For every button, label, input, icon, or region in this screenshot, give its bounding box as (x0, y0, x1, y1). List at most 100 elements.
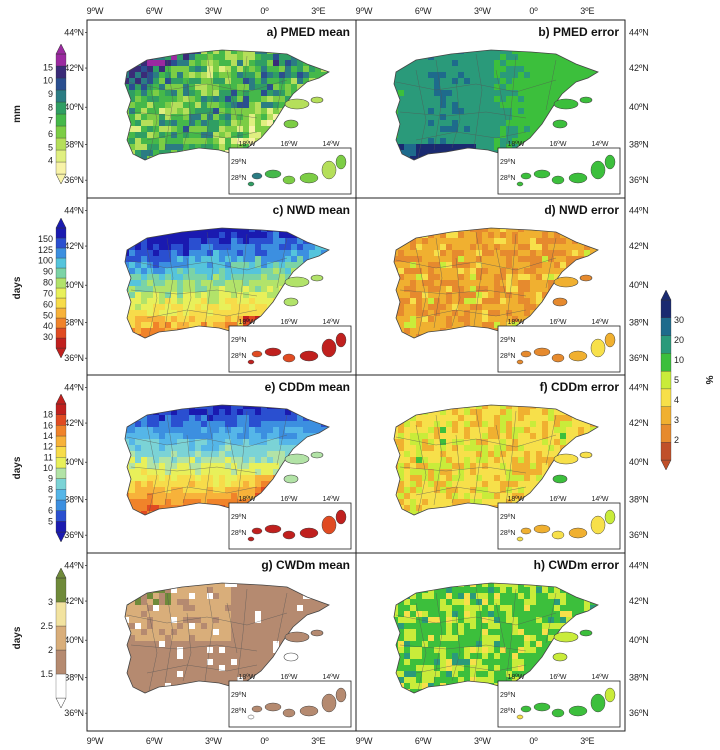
map-cell (183, 292, 190, 299)
inset-lat-tick: 29ºN (231, 514, 246, 521)
map-cell (536, 90, 543, 97)
map-cell (165, 439, 172, 446)
inset-lon-tick: 16ºW (281, 319, 298, 326)
canary-island (568, 172, 588, 184)
map-cell (261, 421, 268, 428)
map-cell (261, 481, 268, 488)
map-cell (129, 316, 136, 323)
map-cell (410, 292, 417, 299)
map-cell (398, 316, 405, 323)
map-cell (394, 262, 399, 269)
map-cell (189, 445, 196, 452)
map-cell (548, 54, 555, 61)
map-cell (129, 90, 136, 97)
map-cell (554, 244, 561, 251)
map-cell (464, 409, 471, 416)
map-cell (482, 244, 489, 251)
map-cell (428, 487, 435, 494)
map-cell (488, 421, 495, 428)
map-cell (213, 481, 220, 488)
map-cell (249, 238, 256, 245)
map-cell (542, 90, 549, 97)
map-cell (470, 499, 477, 506)
map-cell (189, 617, 196, 624)
map-cell (452, 286, 459, 293)
map-cell (153, 505, 160, 512)
map-cell (530, 409, 537, 416)
map-cell (422, 451, 429, 458)
map-cell (207, 96, 214, 103)
map-cell (159, 138, 166, 145)
map-cell (201, 587, 208, 594)
map-cell (458, 238, 465, 245)
map-cell (183, 286, 190, 293)
map-cell (153, 108, 160, 115)
map-cell (189, 427, 196, 434)
map-cell (416, 274, 423, 281)
map-cell (249, 415, 256, 422)
map-cell (518, 409, 525, 416)
map-cell (165, 138, 172, 145)
panel-title: e) CDDm mean (265, 380, 350, 394)
map-cell (494, 587, 501, 594)
map-cell (494, 108, 501, 115)
map-cell (201, 599, 208, 606)
map-cell (536, 72, 543, 79)
map-cell (279, 60, 286, 67)
map-cell (452, 274, 459, 281)
map-cell (530, 421, 537, 428)
map-cell (548, 593, 555, 600)
map-cell (566, 72, 573, 79)
map-cell (315, 66, 322, 73)
map-cell (536, 114, 543, 121)
map-cell (243, 421, 250, 428)
map-cell (213, 433, 220, 440)
map-cell (309, 250, 316, 257)
province-line (433, 237, 443, 329)
map-cell (189, 451, 196, 458)
map-cell (488, 433, 495, 440)
map-cell (219, 60, 226, 67)
map-cell (458, 421, 465, 428)
inset-lon-tick: 16ºW (550, 319, 567, 326)
map-cell (554, 60, 561, 67)
map-cell (171, 96, 178, 103)
map-cell (255, 90, 262, 97)
map-cell (410, 593, 417, 600)
province-line (451, 257, 461, 327)
map-cell (243, 623, 250, 630)
map-cell (147, 304, 154, 311)
map-cell (237, 256, 244, 263)
map-cell (428, 84, 435, 91)
map-cell (177, 635, 184, 642)
map-cell (237, 493, 244, 500)
map-cell (189, 292, 196, 299)
map-cell (470, 587, 477, 594)
map-cell (231, 427, 238, 434)
map-cell (135, 617, 142, 624)
map-cell (542, 108, 549, 115)
map-cell (147, 102, 154, 109)
map-cell (291, 415, 298, 422)
map-cell (231, 421, 238, 428)
map-cell (213, 228, 220, 233)
map-cell (249, 671, 256, 678)
map-cell (536, 587, 543, 594)
map-cell (183, 415, 190, 422)
map-cell (440, 469, 447, 476)
map-cell (500, 427, 507, 434)
map-cell (207, 292, 214, 299)
map-cell (452, 102, 459, 109)
map-cell (440, 256, 447, 263)
map-cell (159, 66, 166, 73)
map-cell (243, 475, 250, 482)
map-cell (135, 605, 142, 612)
map-cell (267, 120, 274, 127)
map-cell (231, 96, 238, 103)
map-cell (524, 238, 531, 245)
map-cell (201, 316, 208, 323)
map-cell (231, 250, 238, 257)
map-cell (261, 433, 268, 440)
map-cell (470, 84, 477, 91)
map-cell (452, 96, 459, 103)
